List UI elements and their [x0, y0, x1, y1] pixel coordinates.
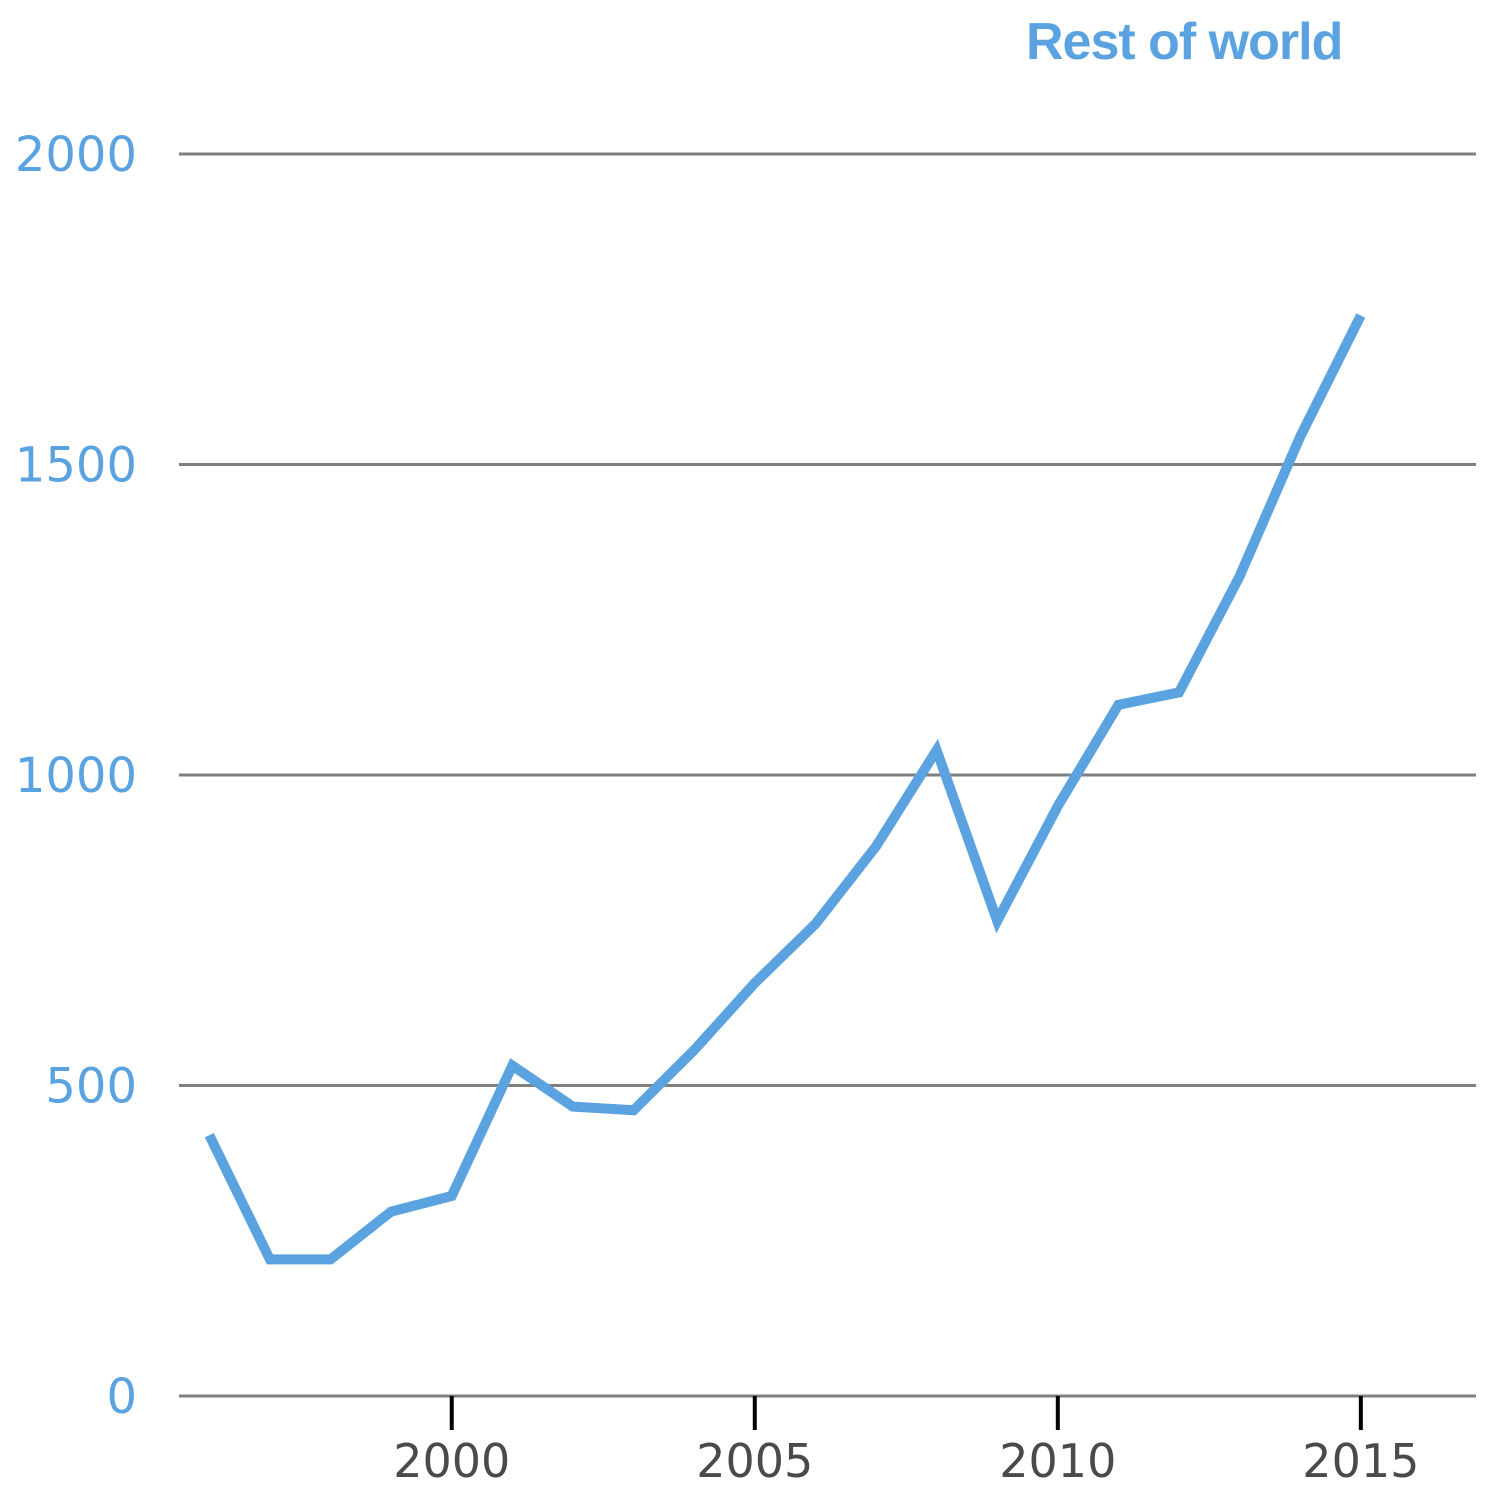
x-tick-label-2000: 2000 — [393, 1434, 510, 1488]
x-tick-label-2010: 2010 — [999, 1434, 1116, 1488]
y-tick-label-500: 500 — [45, 1059, 137, 1115]
y-tick-label-1500: 1500 — [15, 438, 137, 494]
y-tick-label-1000: 1000 — [15, 748, 137, 804]
y-tick-label-2000: 2000 — [15, 127, 137, 183]
x-tick-label-2015: 2015 — [1302, 1434, 1419, 1488]
x-axis — [449, 1396, 1363, 1430]
legend-rest-of-world: Rest of world — [1026, 13, 1343, 71]
series-layer — [204, 313, 1366, 1265]
y-tick-label-0: 0 — [106, 1369, 137, 1425]
y-axis-tick-labels: 0 500 1000 1500 2000 — [15, 127, 137, 1425]
x-tick-label-2005: 2005 — [696, 1434, 813, 1488]
x-axis-tick-labels: 2000 2005 2010 2015 — [393, 1434, 1419, 1488]
series-line-rest-of-world — [204, 313, 1366, 1265]
gridlines — [179, 152, 1476, 1398]
